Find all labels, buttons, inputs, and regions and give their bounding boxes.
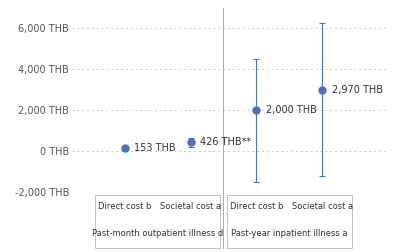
Text: Direct cost b: Direct cost b	[230, 202, 283, 211]
Text: 2,000 THB: 2,000 THB	[266, 105, 317, 115]
Text: 426 THB**: 426 THB**	[200, 137, 251, 147]
Text: Past-month outpatient illness d: Past-month outpatient illness d	[92, 229, 223, 238]
Text: 2,970 THB: 2,970 THB	[332, 85, 383, 95]
Text: Societal cost a: Societal cost a	[160, 202, 221, 211]
Text: Past-year inpatient illness a: Past-year inpatient illness a	[231, 229, 348, 238]
Text: 153 THB: 153 THB	[134, 143, 176, 153]
Text: Societal cost a: Societal cost a	[292, 202, 353, 211]
Bar	[95, 195, 220, 248]
Bar	[227, 195, 352, 248]
Text: Direct cost b: Direct cost b	[98, 202, 151, 211]
